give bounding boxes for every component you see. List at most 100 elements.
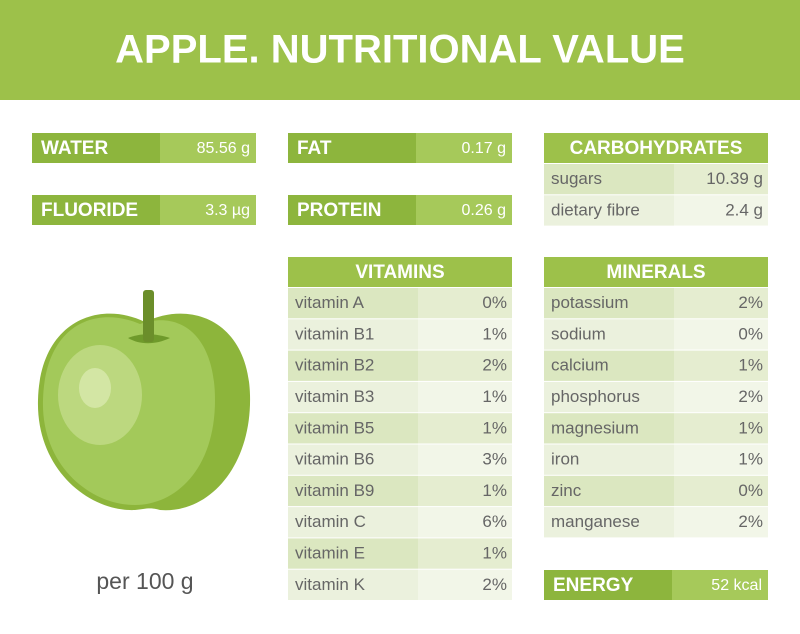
row-label: vitamin B3	[295, 387, 374, 406]
per-serving-note: per 100 g	[96, 568, 193, 594]
row-label-bg	[288, 350, 418, 381]
row-label: vitamin E	[295, 544, 365, 563]
row-value: 2%	[738, 387, 763, 406]
row-label: sugars	[551, 169, 602, 188]
box-value-bg	[416, 133, 512, 163]
row-label-bg	[288, 507, 418, 538]
box-label-bg	[544, 570, 672, 600]
row-label-bg	[288, 319, 418, 350]
box-label: PROTEIN	[297, 200, 381, 221]
box-label-bg	[288, 133, 416, 163]
box-label: ENERGY	[553, 575, 634, 596]
row-value-bg	[674, 475, 768, 507]
row-value-bg	[418, 413, 512, 444]
table-header-bg	[288, 257, 512, 287]
row-label-bg	[288, 538, 418, 569]
table-header-bg	[544, 257, 768, 287]
row-value: 1%	[482, 481, 507, 500]
box-value: 52 kcal	[711, 577, 762, 594]
box-value-bg	[672, 570, 768, 600]
row-value-bg	[418, 569, 512, 600]
row-value: 2.4 g	[725, 200, 763, 219]
row-value: 3%	[482, 450, 507, 469]
row-value: 1%	[482, 387, 507, 406]
table-header-bg	[544, 133, 768, 163]
row-label-bg	[544, 413, 674, 444]
row-value: 1%	[482, 418, 507, 437]
row-value-bg	[674, 413, 768, 444]
row-label: dietary fibre	[551, 200, 640, 219]
table-title: CARBOHYDRATES	[570, 138, 743, 159]
box-value: 0.26 g	[462, 202, 506, 219]
row-label: potassium	[551, 293, 628, 312]
table-title: MINERALS	[606, 262, 705, 283]
row-value-bg	[674, 507, 768, 538]
row-value-bg	[418, 538, 512, 569]
row-label-bg	[544, 381, 674, 413]
row-label-bg	[544, 350, 674, 381]
row-value-bg	[418, 381, 512, 413]
row-value: 0%	[738, 481, 763, 500]
row-label-bg	[544, 319, 674, 350]
row-value-bg	[674, 350, 768, 381]
row-value-bg	[418, 350, 512, 381]
box-value-bg	[416, 195, 512, 225]
box-value-bg	[160, 133, 256, 163]
row-label: magnesium	[551, 418, 639, 437]
row-label: vitamin K	[295, 575, 366, 594]
row-value-bg	[418, 444, 512, 475]
row-value: 0%	[482, 293, 507, 312]
row-label-bg	[288, 381, 418, 413]
row-value: 10.39 g	[706, 169, 763, 188]
row-value-bg	[674, 381, 768, 413]
row-label: phosphorus	[551, 387, 640, 406]
box-value-bg	[160, 195, 256, 225]
box-label-bg	[288, 195, 416, 225]
row-label: manganese	[551, 512, 640, 531]
apple-illustration	[37, 290, 251, 511]
row-value: 6%	[482, 512, 507, 531]
box-label-bg	[32, 195, 160, 225]
row-label-bg	[544, 507, 674, 538]
header-band	[0, 0, 800, 100]
row-label: vitamin A	[295, 293, 365, 312]
row-label-bg	[544, 164, 674, 195]
row-value-bg	[418, 319, 512, 350]
row-value-bg	[674, 195, 768, 226]
row-value: 1%	[738, 356, 763, 375]
row-label: vitamin B1	[295, 324, 374, 343]
box-value: 0.17 g	[462, 140, 506, 157]
title: APPLE. NUTRITIONAL VALUE	[115, 28, 685, 72]
row-value: 2%	[738, 512, 763, 531]
row-value-bg	[674, 164, 768, 195]
box-label: WATER	[41, 138, 108, 159]
row-label: iron	[551, 450, 579, 469]
box-value: 3.3 µg	[205, 202, 250, 219]
row-label-bg	[544, 475, 674, 507]
row-label: zinc	[551, 481, 582, 500]
row-label-bg	[544, 195, 674, 226]
row-value: 2%	[738, 293, 763, 312]
row-value: 1%	[738, 418, 763, 437]
row-label: vitamin B6	[295, 450, 374, 469]
row-label: sodium	[551, 324, 606, 343]
row-label: calcium	[551, 356, 609, 375]
box-label: FAT	[297, 138, 332, 159]
row-value-bg	[674, 288, 768, 319]
row-value-bg	[418, 475, 512, 507]
row-value-bg	[418, 288, 512, 319]
box-value: 85.56 g	[197, 140, 250, 157]
row-value-bg	[418, 507, 512, 538]
row-value: 0%	[738, 324, 763, 343]
row-value-bg	[674, 444, 768, 475]
row-label: vitamin B5	[295, 418, 374, 437]
row-label-bg	[288, 444, 418, 475]
row-value: 1%	[482, 324, 507, 343]
row-label-bg	[544, 444, 674, 475]
row-value: 1%	[738, 450, 763, 469]
row-value: 1%	[482, 544, 507, 563]
box-label-bg	[32, 133, 160, 163]
table-title: VITAMINS	[355, 262, 444, 283]
row-value: 2%	[482, 356, 507, 375]
